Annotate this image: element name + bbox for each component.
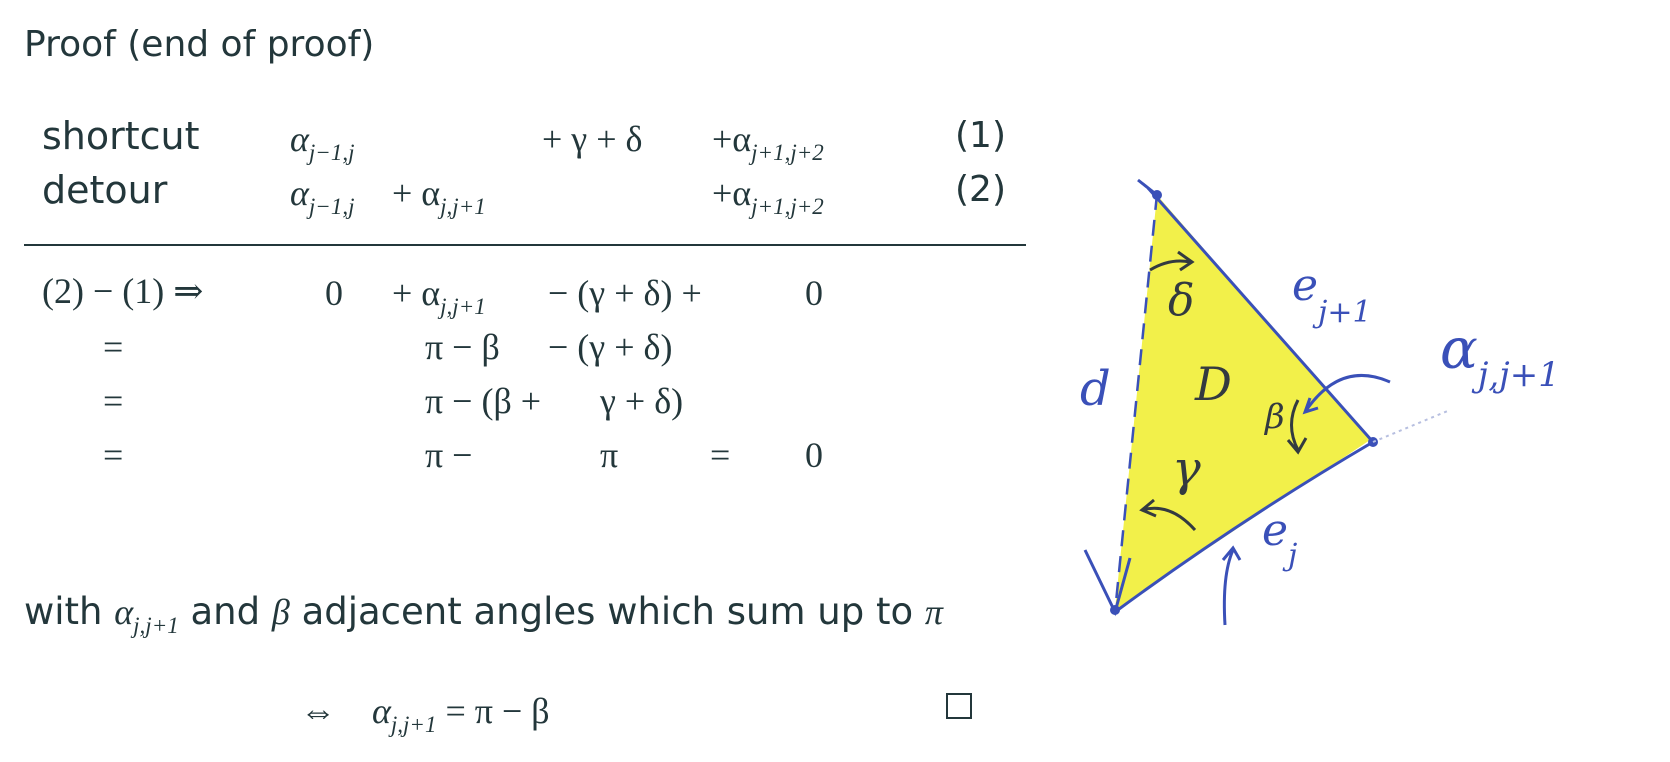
ej-arrow xyxy=(1221,545,1242,626)
equation-number-2: (2) xyxy=(955,169,1006,210)
edge-d-dashed xyxy=(1113,193,1159,613)
qed-box xyxy=(946,693,972,719)
row-label-shortcut: shortcut xyxy=(42,114,200,158)
delta-arrow xyxy=(1149,250,1195,272)
r2-minus-gamma-delta: − (γ + δ) xyxy=(548,327,673,367)
conclusion-equation: αj,j+1 = π − β xyxy=(372,691,550,737)
detour-alpha-prev: αj−1,j xyxy=(290,173,355,219)
r1-minus-gamma-delta: − (γ + δ) + xyxy=(548,273,702,313)
r4-zero: 0 xyxy=(805,435,823,475)
r1-zero-a: 0 xyxy=(325,273,343,313)
r2-pi-minus-beta: π − β xyxy=(425,327,500,367)
label-e-next: ej+1 xyxy=(1292,260,1372,330)
derivation-lhs: (2) − (1) ⇒ xyxy=(42,271,204,311)
label-beta: β xyxy=(1263,397,1285,437)
page-title: Proof (end of proof) xyxy=(24,24,375,65)
r1-alpha: + αj,j+1 xyxy=(392,273,486,319)
r4-pi-minus: π − xyxy=(425,435,473,475)
r3-equals: = xyxy=(103,381,124,421)
label-D: D xyxy=(1194,357,1232,411)
shortcut-alpha-next: +αj+1,j+2 xyxy=(712,119,824,165)
equation-number-1: (1) xyxy=(955,115,1006,156)
detour-alpha-next: +αj+1,j+2 xyxy=(712,173,824,219)
table-rule xyxy=(24,244,1026,246)
r1-zero-d: 0 xyxy=(805,273,823,313)
r4-equals: = xyxy=(103,435,124,475)
detour-alpha-mid: + αj,j+1 xyxy=(392,173,486,219)
vertex-bottom xyxy=(1110,605,1120,615)
r3-pi-minus-beta: π − (β + xyxy=(425,381,542,421)
triangle-fill xyxy=(1115,195,1370,610)
beta-arrow xyxy=(1286,399,1308,455)
label-e-j: ej xyxy=(1262,505,1297,573)
dotted-extension xyxy=(1372,409,1451,443)
r3-gamma-delta: γ + δ) xyxy=(600,381,684,421)
gamma-arrow xyxy=(1139,498,1197,531)
shortcut-gamma-delta: + γ + δ xyxy=(542,119,643,159)
r4-pi: π xyxy=(600,435,619,475)
r2-equals: = xyxy=(103,327,124,367)
edge-e-j xyxy=(1114,440,1374,614)
edge-e-next xyxy=(1146,187,1375,443)
vertex-top xyxy=(1152,190,1162,200)
label-gamma: γ xyxy=(1172,441,1201,497)
shortcut-alpha-prev: αj−1,j xyxy=(290,119,355,165)
label-d: d xyxy=(1080,361,1111,417)
label-delta: δ xyxy=(1168,275,1195,326)
alpha-arrow xyxy=(1302,374,1391,415)
triangle-sketch: δ D β γ d ej+1 αj,j+1 ej xyxy=(1080,178,1560,626)
row-label-detour: detour xyxy=(42,168,168,212)
label-alpha: αj,j+1 xyxy=(1440,317,1560,395)
iff-symbol: ⇔ xyxy=(300,691,336,731)
adjacent-angles-note: with αj,j+1 and β adjacent angles which … xyxy=(24,590,943,638)
r4-equals-2: = xyxy=(710,435,731,475)
